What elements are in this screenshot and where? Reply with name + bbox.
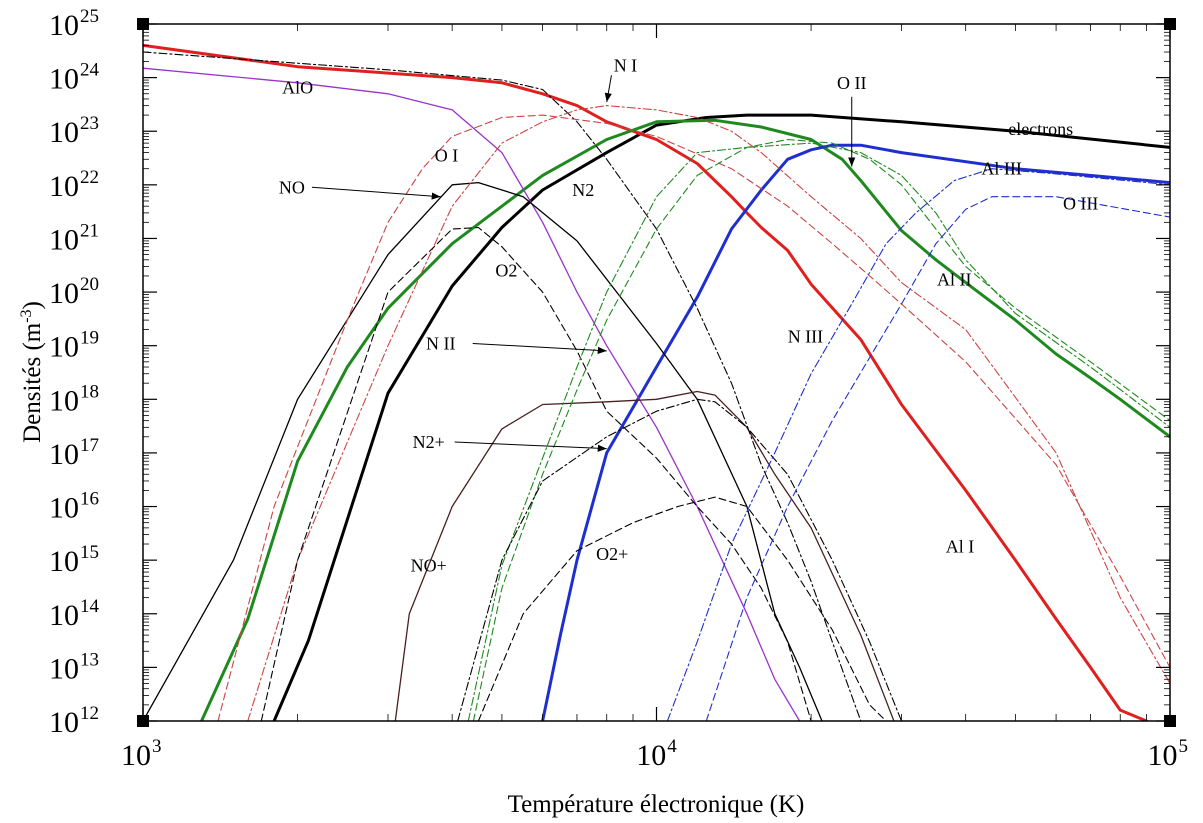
- label-n-i: N I: [614, 55, 638, 75]
- y-tick-label: 1023: [49, 113, 99, 149]
- series-line-al-ii: [200, 118, 1170, 721]
- y-tick-label: 1019: [49, 328, 99, 364]
- corner-marker-bottom-left: [137, 715, 149, 727]
- label-o-ii: O II: [837, 73, 867, 93]
- y-tick-label: 1013: [49, 649, 99, 685]
- series-line-al-i: [143, 43, 1148, 721]
- label-no: NO: [279, 177, 305, 197]
- ticks-layer: 1012 1013 1014 1015 1016 1017 1018 1019 1020 1021…: [49, 6, 1188, 772]
- y-tick-label: 1016: [49, 489, 99, 525]
- series-layer: [143, 43, 1170, 721]
- series-line-alo: [143, 67, 801, 721]
- series-line-n2: [143, 51, 862, 721]
- y-tick-label: 1012: [49, 703, 99, 739]
- x-axis-title: Température électronique (K): [508, 791, 805, 818]
- y-tick-label: 1024: [49, 60, 100, 96]
- annotation-layer: AlO N I O II electrons O I Al III NO N2 O III O2 A…: [279, 55, 1099, 575]
- series-line-o-i: [217, 114, 1170, 721]
- y-tick-label: 1025: [49, 6, 99, 42]
- x-tick-label: 105: [1148, 736, 1189, 772]
- series-line-al-iii: [541, 143, 1170, 721]
- arrow-n2-plus: [454, 441, 607, 452]
- label-al-iii: Al III: [981, 159, 1021, 179]
- label-al-i: Al I: [946, 536, 975, 556]
- label-o-i: O I: [435, 146, 459, 166]
- y-axis-title: Densités (m-3): [18, 301, 46, 443]
- series-line-o2-plus: [477, 496, 887, 721]
- y-tick-label: 1018: [49, 381, 99, 417]
- label-no-plus: NO+: [411, 555, 447, 575]
- series-line-no: [143, 181, 823, 721]
- arrow-no: [311, 186, 441, 200]
- label-o-iii: O III: [1063, 193, 1098, 213]
- label-alo: AlO: [282, 78, 313, 98]
- y-tick-label: 1020: [49, 274, 99, 310]
- arrow-n-i: [604, 75, 612, 103]
- label-al-ii: Al II: [937, 270, 972, 290]
- y-tick-label: 1015: [49, 542, 99, 578]
- label-n2-plus: N2+: [413, 432, 445, 452]
- corner-marker-top-left: [137, 18, 149, 30]
- series-line-n-iii: [666, 168, 1170, 721]
- series-line-o-iii: [705, 196, 1170, 721]
- series-line-o2: [260, 226, 812, 721]
- label-n-iii: N III: [788, 326, 823, 346]
- y-tick-label: 1022: [49, 167, 99, 203]
- label-n-ii: N II: [426, 333, 456, 353]
- series-line-n-ii: [467, 142, 1170, 721]
- corner-marker-top-right: [1164, 18, 1176, 30]
- y-tick-label: 1017: [49, 435, 99, 471]
- label-electrons: electrons: [1008, 119, 1073, 139]
- y-tick-label: 1014: [49, 596, 100, 632]
- label-o2: O2: [495, 261, 517, 281]
- series-line-n-i: [247, 105, 1170, 721]
- series-line-n2-plus: [457, 398, 903, 721]
- label-o2-plus: O2+: [596, 544, 628, 564]
- corner-marker-bottom-right: [1164, 715, 1176, 727]
- x-tick-label: 103: [121, 736, 162, 772]
- arrow-n-ii: [472, 342, 607, 354]
- y-tick-label: 1021: [49, 220, 99, 256]
- label-n2: N2: [572, 180, 594, 200]
- series-line-no-plus: [394, 390, 895, 721]
- series-line-o-ii: [472, 138, 1170, 721]
- series-line-electrons: [272, 113, 1170, 721]
- x-tick-label: 104: [636, 736, 677, 772]
